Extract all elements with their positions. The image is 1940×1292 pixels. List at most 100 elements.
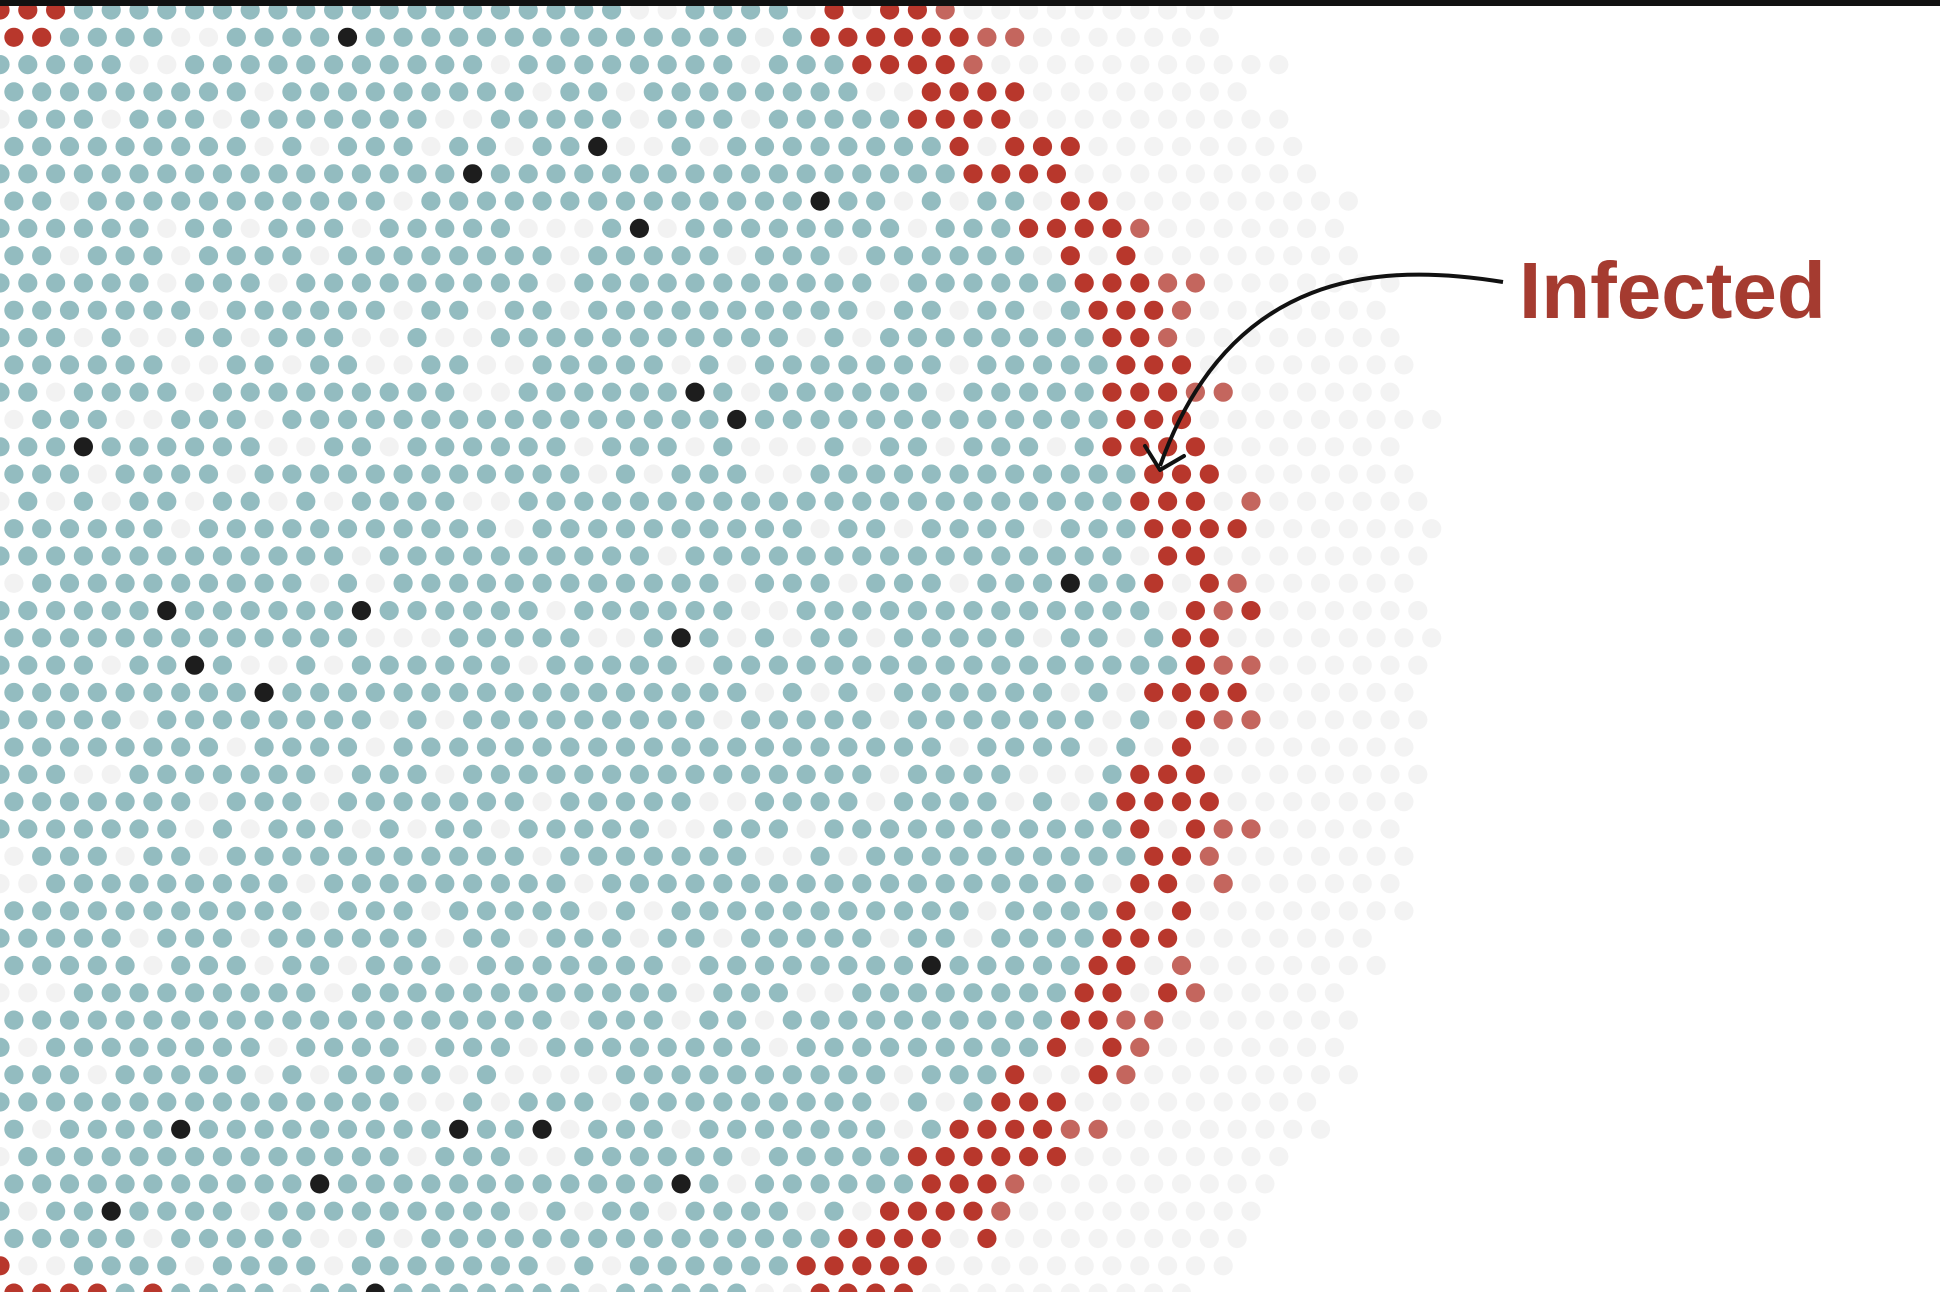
dot xyxy=(226,1065,246,1085)
dot xyxy=(671,191,691,211)
dot xyxy=(32,1283,52,1292)
dot xyxy=(810,573,830,593)
dot xyxy=(171,519,191,539)
dot xyxy=(754,901,775,921)
dot xyxy=(852,764,872,785)
dot xyxy=(588,792,608,812)
dot xyxy=(713,546,733,566)
dot xyxy=(1005,136,1025,157)
dot xyxy=(768,819,789,839)
dot xyxy=(921,1119,941,1139)
dot xyxy=(671,737,691,757)
dot xyxy=(115,355,135,375)
dot xyxy=(157,437,177,457)
dot xyxy=(504,1119,524,1139)
dot xyxy=(476,1010,497,1030)
dot xyxy=(907,764,928,785)
dot xyxy=(657,328,677,348)
dot xyxy=(490,764,510,785)
dot xyxy=(1116,792,1136,812)
dot xyxy=(1130,273,1150,293)
dot xyxy=(866,300,886,320)
dot xyxy=(115,82,135,102)
dot xyxy=(991,218,1011,238)
dot xyxy=(310,1174,330,1194)
dot xyxy=(727,628,747,648)
dot xyxy=(268,710,288,730)
dot xyxy=(268,983,288,1003)
dot xyxy=(129,546,149,566)
dot xyxy=(4,82,24,102)
dot xyxy=(421,1010,441,1030)
dot xyxy=(1199,519,1219,539)
dot xyxy=(157,218,177,238)
dot xyxy=(921,191,941,211)
dot xyxy=(1394,464,1414,484)
dot xyxy=(1158,1037,1178,1057)
dot xyxy=(1158,1201,1178,1221)
dot xyxy=(977,409,997,430)
dot xyxy=(1102,491,1122,511)
dot xyxy=(449,409,469,430)
dot xyxy=(907,1147,928,1167)
dot xyxy=(73,1037,93,1057)
dot xyxy=(518,1256,538,1276)
dot xyxy=(310,355,330,375)
dot xyxy=(87,246,107,266)
dot xyxy=(782,901,802,921)
dot xyxy=(1185,55,1205,75)
dot xyxy=(1352,328,1372,348)
dot xyxy=(1283,191,1303,211)
dot xyxy=(1324,491,1344,511)
dot xyxy=(379,710,399,730)
dot xyxy=(588,136,608,157)
dot xyxy=(518,382,538,402)
dot xyxy=(615,464,636,484)
dot xyxy=(1060,1010,1080,1030)
dot xyxy=(1255,1174,1275,1194)
dot xyxy=(685,1092,705,1112)
dot xyxy=(4,682,24,703)
dot xyxy=(490,164,510,184)
dot xyxy=(727,136,747,157)
dot xyxy=(963,928,983,948)
dot xyxy=(977,901,997,921)
dot xyxy=(1269,601,1289,621)
dot xyxy=(393,519,413,539)
dot xyxy=(991,1201,1011,1221)
dot xyxy=(185,491,205,511)
dot xyxy=(1102,928,1122,948)
dot xyxy=(490,655,510,675)
dot xyxy=(560,1174,580,1194)
dot xyxy=(393,573,413,593)
dot xyxy=(365,300,385,320)
dot xyxy=(268,655,288,675)
dot xyxy=(296,1037,316,1057)
dot xyxy=(1088,355,1108,375)
dot xyxy=(46,928,66,948)
dot xyxy=(1102,983,1122,1003)
dot xyxy=(1144,519,1164,539)
dot xyxy=(268,546,288,566)
dot xyxy=(226,464,246,484)
dot xyxy=(1310,1065,1331,1085)
dot xyxy=(1422,628,1442,648)
dot xyxy=(351,382,371,402)
dot xyxy=(1060,464,1080,484)
dot xyxy=(185,1256,205,1276)
dot xyxy=(1255,901,1275,921)
dot xyxy=(1032,464,1053,484)
dot xyxy=(1269,710,1289,730)
dot xyxy=(893,191,914,211)
dot xyxy=(1394,628,1414,648)
dot xyxy=(1074,437,1094,457)
dot xyxy=(476,955,497,976)
dot xyxy=(629,164,650,184)
dot xyxy=(73,764,93,785)
dot xyxy=(32,464,52,484)
dot xyxy=(365,628,385,648)
dot xyxy=(1088,409,1108,430)
dot xyxy=(546,655,566,675)
dot xyxy=(0,55,10,75)
dot xyxy=(504,464,524,484)
